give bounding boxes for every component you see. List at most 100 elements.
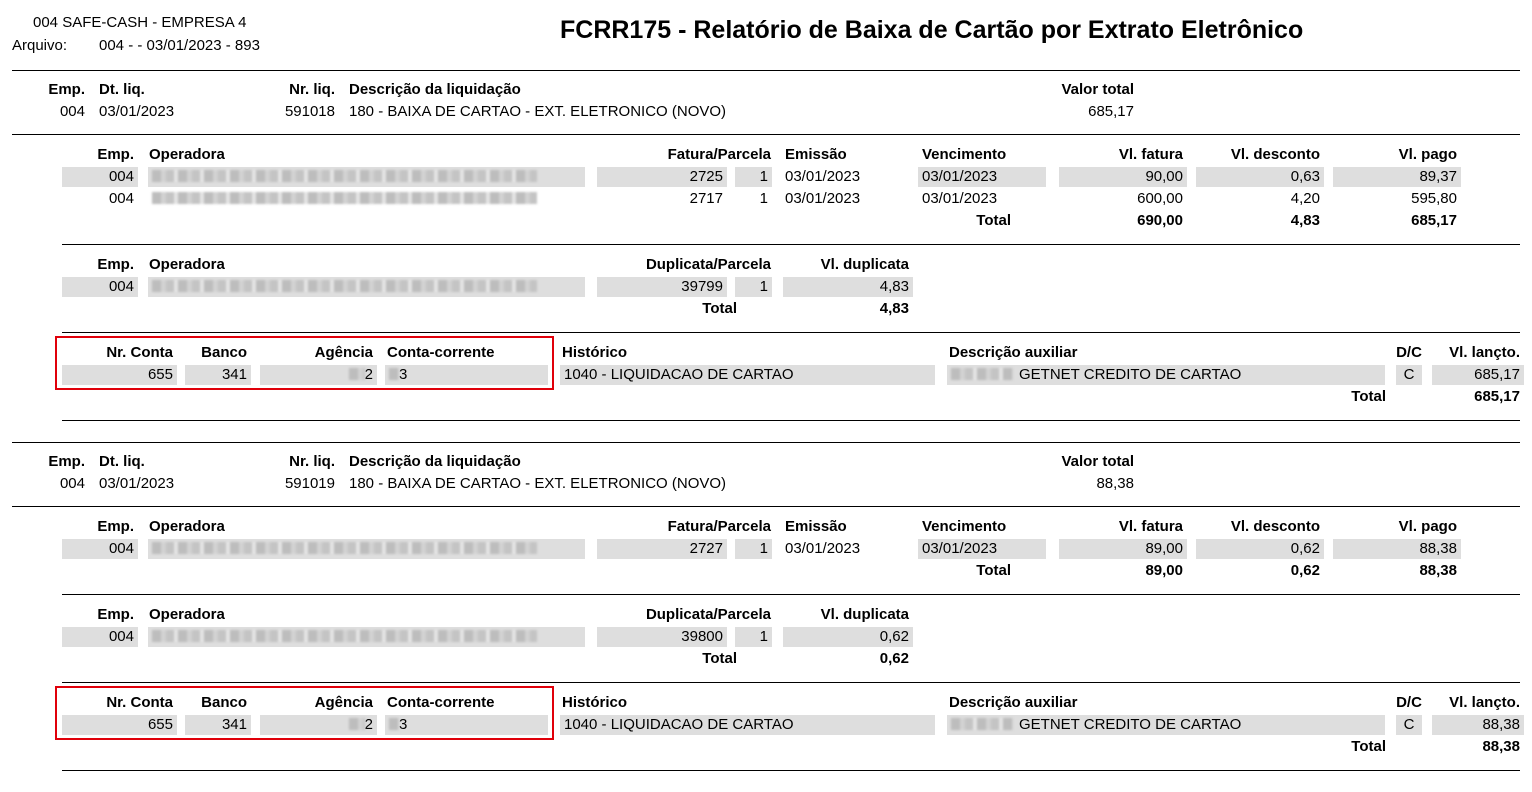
conta-nr: 655 (62, 715, 177, 735)
faturas-total-label: Total (900, 561, 1015, 581)
label-vl-pago: Vl. pago (1333, 145, 1461, 165)
label-valor-total: Valor total (1000, 452, 1138, 472)
total-vl-desconto-text: 0,62 (1290, 562, 1320, 579)
label-fatura-parcela-text: Fatura/Parcela (667, 146, 771, 163)
label-agencia-text: Agência (314, 694, 373, 711)
total-vl-fatura-text: 690,00 (1137, 212, 1183, 229)
fatura-number: 2725 (597, 167, 727, 187)
total-vl-fatura: 690,00 (1059, 211, 1187, 231)
lancamentos-total-label-text: Total (1351, 388, 1386, 405)
liq-date-text: 03/01/2023 (99, 475, 175, 492)
fatura-vl-fatura: 89,00 (1059, 539, 1187, 559)
fatura-vl-fatura-text: 600,00 (1137, 190, 1183, 207)
liq-emp: 004 (30, 102, 89, 122)
label-vl-fatura-text: Vl. fatura (1118, 518, 1183, 535)
fatura-vl-fatura: 90,00 (1059, 167, 1187, 187)
highlight-box (55, 686, 554, 740)
lancamentos-section: Nr. Conta Banco Agência Conta-corrente Histó… (0, 683, 1532, 770)
label-descricao-text: Descrição da liquidação (349, 81, 521, 98)
label-conta-corrente-text: Conta-corrente (387, 694, 495, 711)
label-dc-text: D/C (1396, 344, 1422, 361)
label-valor-total: Valor total (1000, 80, 1138, 100)
label-dt-liq: Dt. liq. (95, 452, 260, 472)
faturas-total-row: Total 89,00 0,62 88,38 (0, 560, 1532, 582)
faturas-total-label-text: Total (976, 212, 1011, 229)
label-emp-text: Emp. (97, 518, 134, 535)
label-descricao-auxiliar-text: Descrição auxiliar (949, 344, 1078, 361)
label-banco-text: Banco (201, 694, 247, 711)
fatura-number: 2727 (597, 539, 727, 559)
section-separator (12, 134, 1520, 135)
label-descricao-auxiliar: Descrição auxiliar (945, 343, 1385, 363)
label-duplicata-parcela: Duplicata/Parcela (597, 255, 775, 275)
label-agencia: Agência (260, 343, 377, 363)
section-separator (62, 332, 1520, 333)
section-separator (12, 506, 1520, 507)
label-operadora: Operadora (145, 605, 585, 625)
faturas-labels: Emp. Operadora Fatura/Parcela Emissão Vencim… (0, 516, 1532, 538)
lancamentos-total-value-text: 685,17 (1474, 388, 1520, 405)
file-value: 004 - - 03/01/2023 - 893 (99, 37, 260, 54)
conta-banco: 341 (185, 365, 251, 385)
label-vl-lancto-text: Vl. lançto. (1449, 344, 1520, 361)
conta-dc: C (1396, 715, 1422, 735)
label-valor-total-text: Valor total (1061, 453, 1134, 470)
fatura-vencimento: 03/01/2023 (918, 167, 1046, 187)
fatura-vencimento: 03/01/2023 (918, 539, 1046, 559)
lancamentos-total-row: Total 685,17 (0, 386, 1532, 408)
conta-vl-lancto-text: 685,17 (1474, 366, 1520, 383)
label-vl-duplicata: Vl. duplicata (783, 255, 913, 275)
conta-dc-text: C (1403, 716, 1415, 733)
label-fatura-parcela: Fatura/Parcela (597, 145, 775, 165)
redacted-text (348, 718, 365, 731)
fatura-row: 004 2725 1 03/01/2023 03/01/2023 90,00 0,63 89,… (0, 166, 1532, 188)
conta-agencia-text: 2 (364, 366, 373, 383)
label-emp-text: Emp. (97, 606, 134, 623)
label-emp: Emp. (62, 145, 138, 165)
label-emp: Emp. (62, 517, 138, 537)
section-separator (62, 420, 1520, 421)
fatura-number-text: 2727 (689, 540, 723, 557)
section-separator (62, 244, 1520, 245)
label-emissao: Emissão (781, 145, 913, 165)
redacted-text (951, 368, 1013, 381)
label-vl-lancto: Vl. lançto. (1432, 693, 1524, 713)
duplicata-row: 004 39799 1 4,83 (0, 276, 1532, 298)
fatura-vl-desconto: 4,20 (1196, 189, 1324, 209)
faturas-section: Emp. Operadora Fatura/Parcela Emissão Vencim… (0, 135, 1532, 244)
fatura-vl-pago-text: 595,80 (1411, 190, 1457, 207)
fatura-vencimento: 03/01/2023 (918, 189, 1046, 209)
label-duplicata-parcela-text: Duplicata/Parcela (645, 606, 771, 623)
fatura-operadora (148, 539, 585, 559)
duplicatas-total-row: Total 0,62 (0, 648, 1532, 670)
redacted-text (152, 542, 537, 555)
lancamento-row: 655 341 2 3 1040 - LIQUIDACAO DE CARTAO GETNE… (0, 714, 1532, 736)
lancamentos-total-label: Total (1300, 387, 1390, 407)
liquidation-labels: Emp. Dt. liq. Nr. liq. Descrição da liquida… (0, 451, 1532, 473)
label-nr-conta-text: Nr. Conta (106, 344, 173, 361)
fatura-vencimento-text: 03/01/2023 (922, 168, 998, 185)
redacted-text (152, 170, 537, 183)
total-vl-fatura: 89,00 (1059, 561, 1187, 581)
fatura-row: 004 2717 1 03/01/2023 03/01/2023 600,00 4,20 59… (0, 188, 1532, 210)
duplicata-number-text: 39799 (681, 278, 723, 295)
label-agencia: Agência (260, 693, 377, 713)
label-vl-duplicata: Vl. duplicata (783, 605, 913, 625)
fatura-number-text: 2725 (689, 168, 723, 185)
redacted-text (951, 718, 1013, 731)
liq-emp-text: 004 (59, 475, 85, 492)
conta-historico-text: 1040 - LIQUIDACAO DE CARTAO (564, 366, 794, 383)
liquidation-header: Emp. Dt. liq. Nr. liq. Descrição da liquida… (0, 443, 1532, 506)
liq-description: 180 - BAIXA DE CARTAO - EXT. ELETRONICO … (345, 102, 900, 122)
label-vl-fatura: Vl. fatura (1059, 145, 1187, 165)
conta-descricao-auxiliar: GETNET CREDITO DE CARTAO (947, 715, 1385, 735)
conta-vl-lancto-text: 88,38 (1482, 716, 1520, 733)
lancamentos-total-label: Total (1300, 737, 1390, 757)
fatura-number: 2717 (597, 189, 727, 209)
lancamentos-total-value: 88,38 (1432, 737, 1524, 757)
duplicata-parcela-text: 1 (759, 278, 768, 295)
fatura-emissao: 03/01/2023 (781, 167, 913, 187)
label-nr-liq: Nr. liq. (260, 80, 339, 100)
label-descricao-text: Descrição da liquidação (349, 453, 521, 470)
duplicata-emp-text: 004 (108, 278, 134, 295)
